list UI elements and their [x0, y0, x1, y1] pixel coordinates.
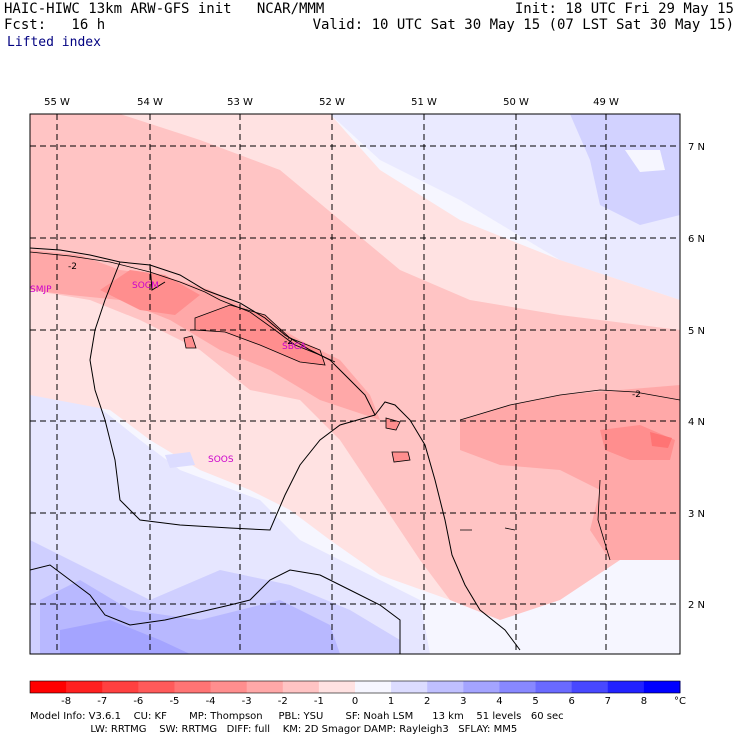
colorbar-tick-label: 8: [641, 696, 647, 707]
lat-label: 6 N: [688, 234, 705, 245]
field-name: Lifted index: [7, 35, 101, 50]
colorbar-tick-label: -7: [97, 696, 107, 707]
lon-label: 50 W: [503, 97, 529, 108]
lon-label: 52 W: [319, 97, 345, 108]
lon-label: 54 W: [137, 97, 163, 108]
colorbar-unit: °C: [674, 696, 686, 707]
colorbar-tick-label: -5: [169, 696, 179, 707]
lon-label: 53 W: [227, 97, 253, 108]
model-info-line2: LW: RRTMG SW: RRTMG DIFF: full KM: 2D Sm…: [30, 724, 518, 735]
contour-label: -2: [284, 337, 293, 347]
colorbar-swatch: [535, 681, 573, 693]
station-label: SMJP: [30, 285, 52, 295]
colorbar-swatch: [427, 681, 464, 693]
contour-label: -2: [68, 262, 77, 272]
colorbar-tick-label: 0: [352, 696, 358, 707]
lon-label: 51 W: [411, 97, 437, 108]
colorbar-swatch: [174, 681, 212, 693]
colorbar-tick-label: 2: [424, 696, 430, 707]
station-label: SOOS: [208, 455, 234, 465]
colorbar-swatch: [355, 681, 392, 693]
station-label: SBCA: [282, 342, 307, 352]
lat-label: 3 N: [688, 509, 705, 520]
colorbar-tick-label: 1: [388, 696, 394, 707]
colorbar-swatch: [30, 681, 67, 693]
colorbar-tick-label: 5: [532, 696, 538, 707]
lon-labels: 55 W 54 W 53 W 52 W 51 W 50 W 49 W: [44, 97, 619, 108]
station-label: SOCM: [132, 281, 159, 291]
forecast-hour: Fcst: 16 h: [4, 17, 106, 33]
station-labels: SMJP SOCM SBCA SOOS: [30, 281, 307, 465]
colorbar-swatch: [246, 681, 284, 693]
colorbar-swatch: [210, 681, 248, 693]
colorbar-swatch: [66, 681, 103, 693]
colorbar-swatch: [643, 681, 681, 693]
colorbar-tick-label: 6: [568, 696, 574, 707]
colorbar-tick-label: -6: [133, 696, 143, 707]
colorbar-swatch: [102, 681, 139, 693]
colorbar-swatch: [282, 681, 320, 693]
lon-label: 49 W: [593, 97, 619, 108]
colorbar-tick-label: 7: [605, 696, 611, 707]
lon-label: 55 W: [44, 97, 70, 108]
lat-label: 2 N: [688, 600, 705, 611]
colorbar-swatch: [571, 681, 609, 693]
shaded-field: [30, 114, 680, 654]
model-info-line1: Model Info: V3.6.1 CU: KF MP: Thompson P…: [30, 711, 564, 722]
contour-label: -2: [632, 390, 641, 400]
valid-time: Valid: 10 UTC Sat 30 May 15 (07 LST Sat …: [312, 17, 734, 33]
colorbar-tick-label: -1: [314, 696, 324, 707]
colorbar: [29, 680, 681, 694]
colorbar-frame: [29, 680, 681, 694]
colorbar-swatch: [499, 681, 537, 693]
colorbar-tick-label: -3: [242, 696, 252, 707]
colorbar-tick-label: -2: [278, 696, 288, 707]
coastlines: [30, 247, 521, 654]
lat-label: 5 N: [688, 326, 705, 337]
colorbar-swatch: [607, 681, 645, 693]
colorbar-swatch: [391, 681, 428, 693]
colorbar-tick-label: 4: [496, 696, 502, 707]
colorbar-swatch: [138, 681, 175, 693]
map-title: HAIC-HIWC 13km ARW-GFS init NCAR/MMM: [4, 1, 325, 17]
colorbar-ticks: -8 -7 -6 -5 -4 -3 -2 -1 0 1 2 3 4 5 6 7 8: [61, 696, 647, 707]
colorbar-tick-label: -4: [206, 696, 216, 707]
lat-labels: 7 N 6 N 5 N 4 N 3 N 2 N: [688, 142, 705, 611]
colorbar-swatch: [463, 681, 500, 693]
colorbar-swatch: [318, 681, 356, 693]
map-frame: [29, 113, 681, 655]
colorbar-tick-label: -8: [61, 696, 71, 707]
lat-lon-grid: [30, 114, 680, 654]
colorbar-tick-label: 3: [460, 696, 466, 707]
lat-label: 4 N: [688, 417, 705, 428]
contour-value-labels: -2 -2 -2: [68, 262, 641, 400]
init-time: Init: 18 UTC Fri 29 May 15: [514, 1, 734, 17]
lat-label: 7 N: [688, 142, 705, 153]
